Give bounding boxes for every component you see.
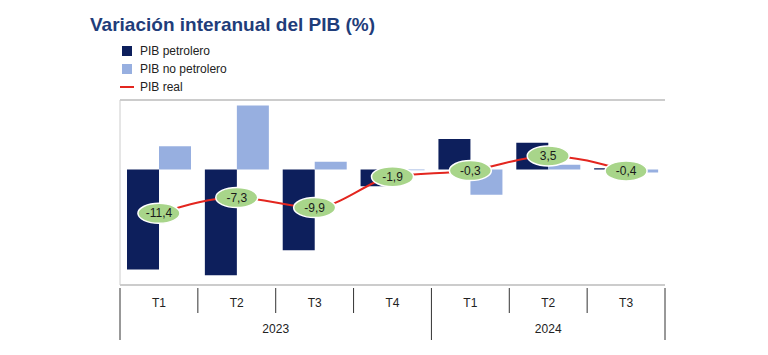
svg-text:-7,3: -7,3 [226,191,247,205]
svg-text:2023: 2023 [262,322,289,336]
svg-text:T4: T4 [385,296,399,310]
svg-text:T3: T3 [619,296,633,310]
svg-text:-0,4: -0,4 [616,164,637,178]
svg-text:2024: 2024 [535,322,562,336]
svg-text:T1: T1 [463,296,477,310]
svg-text:T3: T3 [308,296,322,310]
html-text:PIB petrolero: PIB petrolero [140,44,210,58]
svg-text:T1: T1 [152,296,166,310]
svg-text:T2: T2 [541,296,555,310]
html-text:PIB no petrolero: PIB no petrolero [140,62,227,76]
svg-text:-11,4: -11,4 [146,206,173,220]
svg-text:-0,3: -0,3 [460,164,481,178]
svg-text:-9,9: -9,9 [304,201,325,215]
html-text:PIB real: PIB real [140,80,183,94]
svg-text:T2: T2 [230,296,244,310]
svg-text:3,5: 3,5 [540,149,557,163]
html-text:Variación interanual del PIB (: Variación interanual del PIB (%) [90,14,376,35]
svg-text:-1,9: -1,9 [382,170,403,184]
